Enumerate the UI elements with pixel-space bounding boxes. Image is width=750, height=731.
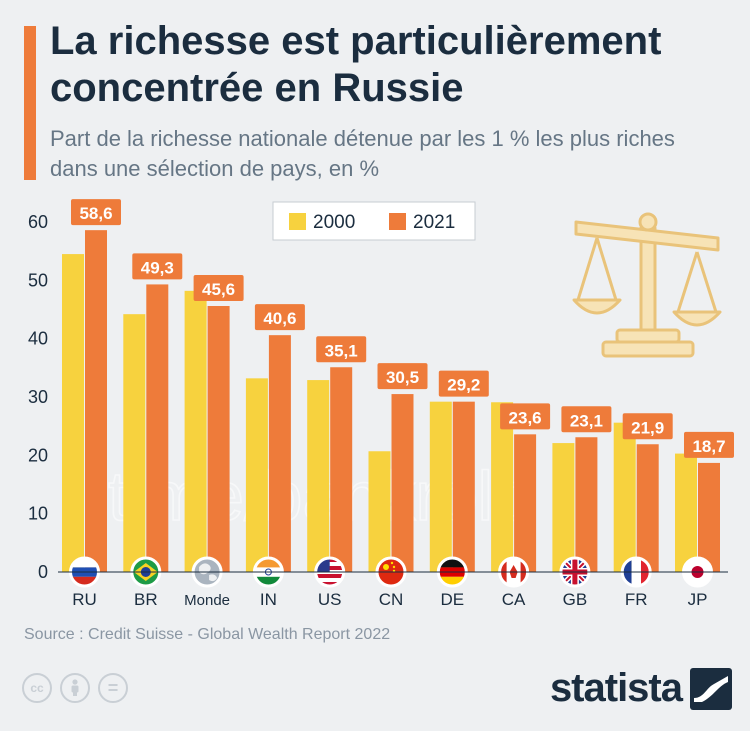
bar-2000-cn: [368, 451, 391, 572]
y-tick-label: 0: [38, 562, 48, 582]
x-tick-label: US: [318, 590, 342, 609]
statista-mark-icon: [690, 667, 732, 710]
data-label-text: 18,7: [692, 437, 725, 456]
data-label-us: 35,1: [316, 336, 367, 363]
x-tick-label: JP: [688, 590, 708, 609]
chart-title: La richesse est particulièrement concent…: [50, 19, 662, 110]
data-label-box: [132, 253, 183, 280]
bar-2021-de: [452, 401, 475, 572]
bar-2000-monde: [184, 290, 207, 572]
data-label-monde: 45,6: [193, 275, 244, 301]
brand-name: statista: [549, 666, 683, 710]
x-tick-label: CA: [502, 590, 526, 609]
data-label-fr: 21,9: [622, 413, 673, 440]
nd-icon: =: [98, 673, 128, 703]
bar-2000-gb: [552, 443, 575, 572]
balance-scale-icon: [572, 212, 722, 358]
data-label-text: 45,6: [202, 280, 235, 299]
data-label-text: 30,5: [386, 368, 419, 387]
legend-label-2021: 2021: [413, 212, 455, 233]
data-label-text: 40,6: [263, 309, 296, 328]
data-label-box: [500, 403, 551, 430]
bar-2000-de: [429, 401, 452, 572]
data-label-text: 29,2: [447, 376, 480, 395]
bar-2021-br: [146, 284, 169, 572]
y-tick-label: 40: [28, 329, 48, 349]
data-label-text: 23,6: [509, 408, 542, 427]
x-tick-label: GB: [563, 590, 588, 609]
data-label-box: [684, 431, 734, 458]
data-label-box: [254, 304, 305, 331]
bar-2021-us: [330, 367, 353, 572]
cc-icon: cc: [22, 673, 52, 703]
bar-2021-ru: [85, 230, 107, 572]
data-label-ca: 23,6: [500, 403, 551, 430]
data-label-box: [316, 336, 367, 363]
y-tick-label: 60: [28, 212, 48, 232]
data-label-box: [622, 413, 673, 440]
license-icons: cc =: [22, 673, 128, 703]
legend-box: [272, 201, 476, 241]
bar-2021-gb: [575, 437, 598, 572]
data-label-ru: 58,6: [71, 199, 121, 226]
bar-chart: t.me/bankrolo010203040506058,6RU49,3BR45…: [28, 199, 734, 609]
legend-label-2000: 2000: [313, 212, 355, 233]
data-label-text: 21,9: [631, 418, 664, 437]
legend-swatch-2021: [389, 213, 406, 230]
by-icon: [60, 673, 90, 703]
bar-2000-jp: [675, 453, 697, 572]
x-tick-label: BR: [134, 590, 158, 609]
chart-subtitle: Part de la richesse nationale détenue pa…: [50, 126, 675, 181]
bar-2021-fr: [636, 444, 659, 572]
data-label-gb: 23,1: [561, 406, 612, 433]
data-label-box: [438, 370, 489, 397]
data-label-text: 23,1: [570, 411, 603, 430]
accent-bar: [24, 26, 36, 180]
x-tick-label: RU: [72, 590, 97, 609]
data-label-box: [561, 406, 612, 433]
data-label-text: 35,1: [325, 341, 358, 360]
data-label-jp: 18,7: [684, 431, 734, 458]
y-tick-label: 20: [28, 445, 48, 465]
bar-2000-fr: [613, 422, 636, 572]
y-tick-label: 50: [28, 270, 48, 290]
data-label-box: [71, 199, 121, 226]
bar-2000-ca: [491, 402, 514, 572]
bar-2021-monde: [207, 306, 230, 572]
bar-2021-jp: [698, 462, 720, 572]
data-label-box: [193, 275, 244, 301]
data-label-text: 58,6: [79, 204, 112, 223]
legend: 2000 2021: [272, 201, 476, 241]
bar-2021-cn: [391, 394, 414, 572]
statista-logo: statista: [550, 666, 732, 711]
x-tick-label: IN: [260, 590, 277, 609]
data-label-cn: 30,5: [377, 363, 428, 390]
bar-2000-ru: [62, 254, 84, 573]
data-label-box: [377, 363, 428, 390]
bar-2000-us: [307, 380, 330, 572]
data-label-br: 49,3: [132, 253, 183, 280]
x-tick-label: CN: [379, 590, 404, 609]
data-label-in: 40,6: [254, 304, 305, 331]
bar-2021-in: [268, 335, 291, 572]
data-label-de: 29,2: [438, 370, 489, 397]
bar-2000-br: [123, 314, 146, 572]
y-tick-label: 30: [28, 387, 48, 407]
x-tick-label: DE: [440, 590, 464, 609]
legend-swatch-2000: [289, 213, 306, 230]
source-text: Source : Credit Suisse - Global Wealth R…: [24, 626, 391, 643]
y-tick-label: 10: [28, 504, 48, 524]
bar-2000-in: [245, 378, 268, 572]
x-tick-label: Monde: [184, 592, 230, 609]
bar-2021-ca: [514, 434, 537, 572]
data-label-text: 49,3: [141, 258, 174, 277]
x-tick-label: FR: [625, 590, 648, 609]
